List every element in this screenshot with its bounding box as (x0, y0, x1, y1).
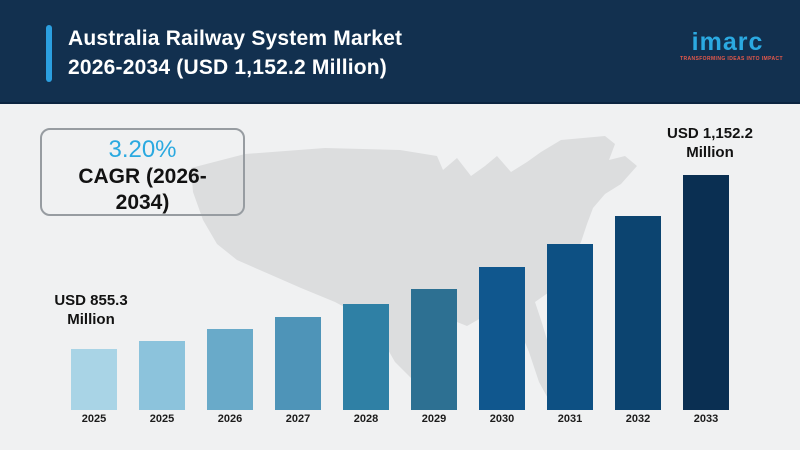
x-axis-label: 2025 (81, 413, 107, 425)
bar-2033-9 (683, 175, 729, 410)
bar-2032-8 (615, 216, 661, 410)
bar-2031-7 (547, 244, 593, 410)
x-axis-label: 2025 (149, 413, 175, 425)
bar-column: 2026 (207, 329, 253, 426)
bar-column: 2032 (615, 216, 661, 426)
bar-2027-3 (275, 317, 321, 410)
page-title-line1: Australia Railway System Market (68, 27, 403, 50)
bar-column: 2031 (547, 244, 593, 426)
imarc-logo-tagline: TRANSFORMING IDEAS INTO IMPACT (680, 56, 783, 62)
bar-2029-5 (411, 289, 457, 410)
cagr-label: CAGR (2026-2034) (78, 165, 207, 214)
x-axis-label: 2026 (217, 413, 243, 425)
bar-column: 2028 (343, 304, 389, 426)
bar-column: 2029 (411, 289, 457, 426)
title-accent-bar (46, 25, 52, 82)
cagr-box: 3.20% CAGR (2026-2034) (40, 128, 245, 216)
bar-column: 2027 (275, 317, 321, 426)
cagr-value: 3.20% (108, 136, 177, 163)
bar-2028-4 (343, 304, 389, 410)
bar-2030-6 (479, 267, 525, 410)
header-band: Australia Railway System Market 2026-203… (0, 0, 800, 104)
x-axis-label: 2033 (693, 413, 719, 425)
x-axis-label: 2028 (353, 413, 379, 425)
x-axis-label: 2032 (625, 413, 651, 425)
last-bar-value-label: USD 1,152.2 Million (667, 125, 753, 161)
imarc-logo: imarc TRANSFORMING IDEAS INTO IMPACT (680, 28, 783, 63)
x-axis-label: 2030 (489, 413, 515, 425)
bar-column: 2025 (139, 341, 185, 426)
page-title: Australia Railway System Market 2026-203… (68, 24, 402, 82)
bar-2026-2 (207, 329, 253, 410)
bar-column: 2025 (71, 349, 117, 426)
imarc-logo-text: imarc (691, 28, 764, 56)
bar-chart: 2025 2025 2026 2027 2028 2029 2030 2031 2032 2033 (71, 175, 729, 426)
x-axis-label: 2031 (557, 413, 583, 425)
usa-map-silhouette-icon (191, 136, 637, 404)
bar-2025-1 (139, 341, 185, 410)
page-title-line2: 2026-2034 (USD 1,152.2 Million) (68, 56, 388, 79)
x-axis-label: 2027 (285, 413, 311, 425)
first-bar-value-label: USD 855.3 Million (54, 292, 128, 328)
x-axis-label: 2029 (421, 413, 447, 425)
bar-2025-0 (71, 349, 117, 410)
bar-column: 2033 (683, 175, 729, 426)
bar-column: 2030 (479, 267, 525, 426)
